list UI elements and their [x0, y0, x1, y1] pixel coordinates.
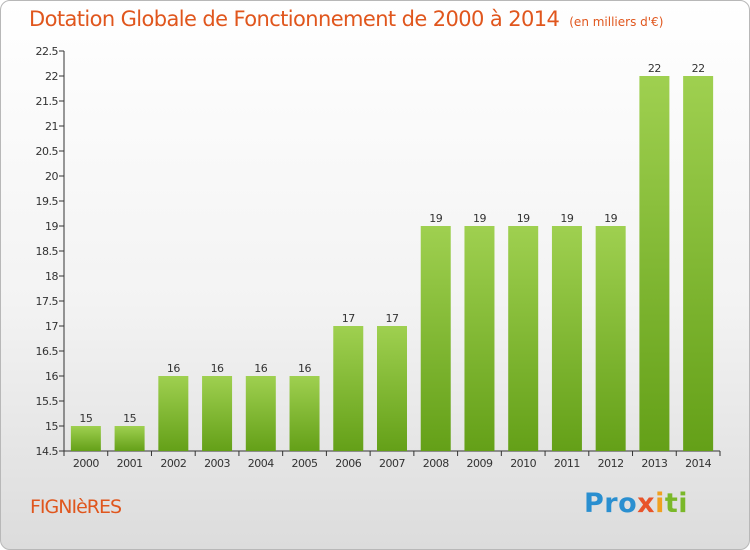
y-tick-label: 19.5	[36, 195, 59, 208]
data-label-2013: 22	[648, 62, 661, 75]
x-tick-label: 2006	[335, 457, 361, 470]
x-tick-label: 2000	[73, 457, 99, 470]
y-tick-label: 18.5	[36, 245, 59, 258]
data-label-2007: 17	[386, 312, 399, 325]
y-tick-label: 20	[45, 170, 58, 183]
y-tick-label: 15	[45, 420, 58, 433]
y-tick-label: 16	[45, 370, 58, 383]
y-tick-label: 16.5	[36, 345, 59, 358]
x-tick-label: 2007	[379, 457, 405, 470]
logo-part-1: Pro	[584, 488, 638, 519]
y-tick-label: 14.5	[36, 445, 59, 458]
y-tick-label: 17	[45, 320, 58, 333]
chart-title: Dotation Globale de Fonctionnement de 20…	[29, 7, 663, 31]
y-tick-label: 22.5	[36, 45, 59, 58]
bar-2005	[289, 376, 320, 451]
x-tick-label: 2012	[598, 457, 624, 470]
data-label-2005: 16	[298, 362, 311, 375]
bar-2012	[595, 226, 626, 451]
y-tick-label: 21.5	[36, 95, 59, 108]
data-label-2001: 15	[123, 412, 136, 425]
x-tick-label: 2005	[292, 457, 318, 470]
location-name: FIGNIèRES	[30, 496, 122, 518]
bar-2011	[551, 226, 582, 451]
y-tick-label: 22	[45, 70, 58, 83]
data-label-2011: 19	[560, 212, 573, 225]
logo-part-4: ti	[664, 488, 689, 519]
y-tick-label: 20.5	[36, 145, 59, 158]
chart-subtitle: (en milliers d'€)	[569, 15, 664, 29]
x-tick-label: 2013	[641, 457, 667, 470]
proxiti-logo[interactable]: Proxiti	[584, 488, 688, 519]
bar-2002	[158, 376, 189, 451]
data-label-2010: 19	[517, 212, 530, 225]
bar-2006	[333, 326, 364, 451]
bars	[70, 76, 714, 451]
bar-2013	[639, 76, 670, 451]
data-label-2006: 17	[342, 312, 355, 325]
bar-2000	[70, 426, 101, 451]
y-tick-label: 15.5	[36, 395, 59, 408]
data-label-2008: 19	[429, 212, 442, 225]
x-tick-label: 2010	[510, 457, 536, 470]
x-tick-label: 2003	[204, 457, 230, 470]
bar-2004	[245, 376, 276, 451]
x-tick-label: 2008	[423, 457, 449, 470]
data-labels: 15 15 16 16 16 16 17 17 19 19 19 19 19 22 22	[79, 62, 705, 425]
bar-2001	[114, 426, 145, 451]
x-tick-label: 2011	[554, 457, 580, 470]
bar-2010	[508, 226, 539, 451]
x-tick-label: 2001	[117, 457, 143, 470]
x-tick-label: 2014	[685, 457, 711, 470]
logo-part-3: i	[655, 488, 665, 519]
chart-title-text: Dotation Globale de Fonctionnement de 20…	[29, 7, 560, 31]
bar-2007	[377, 326, 407, 451]
data-label-2012: 19	[604, 212, 617, 225]
bar-2014	[683, 76, 714, 451]
x-tick-label: 2009	[466, 457, 492, 470]
data-label-2014: 22	[692, 62, 705, 75]
y-axis: 14.5 15 15.5 16 16.5 17 17.5 18 18.5 19 19.5 20 20.5…	[36, 45, 65, 458]
logo-part-2: x	[637, 488, 656, 519]
data-label-2004: 16	[254, 362, 267, 375]
x-tick-label: 2002	[160, 457, 186, 470]
data-label-2000: 15	[79, 412, 92, 425]
y-tick-label: 19	[45, 220, 58, 233]
y-tick-label: 21	[45, 120, 58, 133]
bar-2008	[420, 226, 451, 451]
bar-2003	[202, 376, 233, 451]
data-label-2003: 16	[211, 362, 224, 375]
bar-2009	[464, 226, 495, 451]
y-tick-label: 18	[45, 270, 58, 283]
data-label-2009: 19	[473, 212, 486, 225]
x-axis: 2000 2001 2002 2003 2004 2005 2006 2007 2008 2009…	[63, 450, 721, 470]
y-tick-label: 17.5	[36, 295, 59, 308]
x-tick-label: 2004	[248, 457, 274, 470]
data-label-2002: 16	[167, 362, 180, 375]
